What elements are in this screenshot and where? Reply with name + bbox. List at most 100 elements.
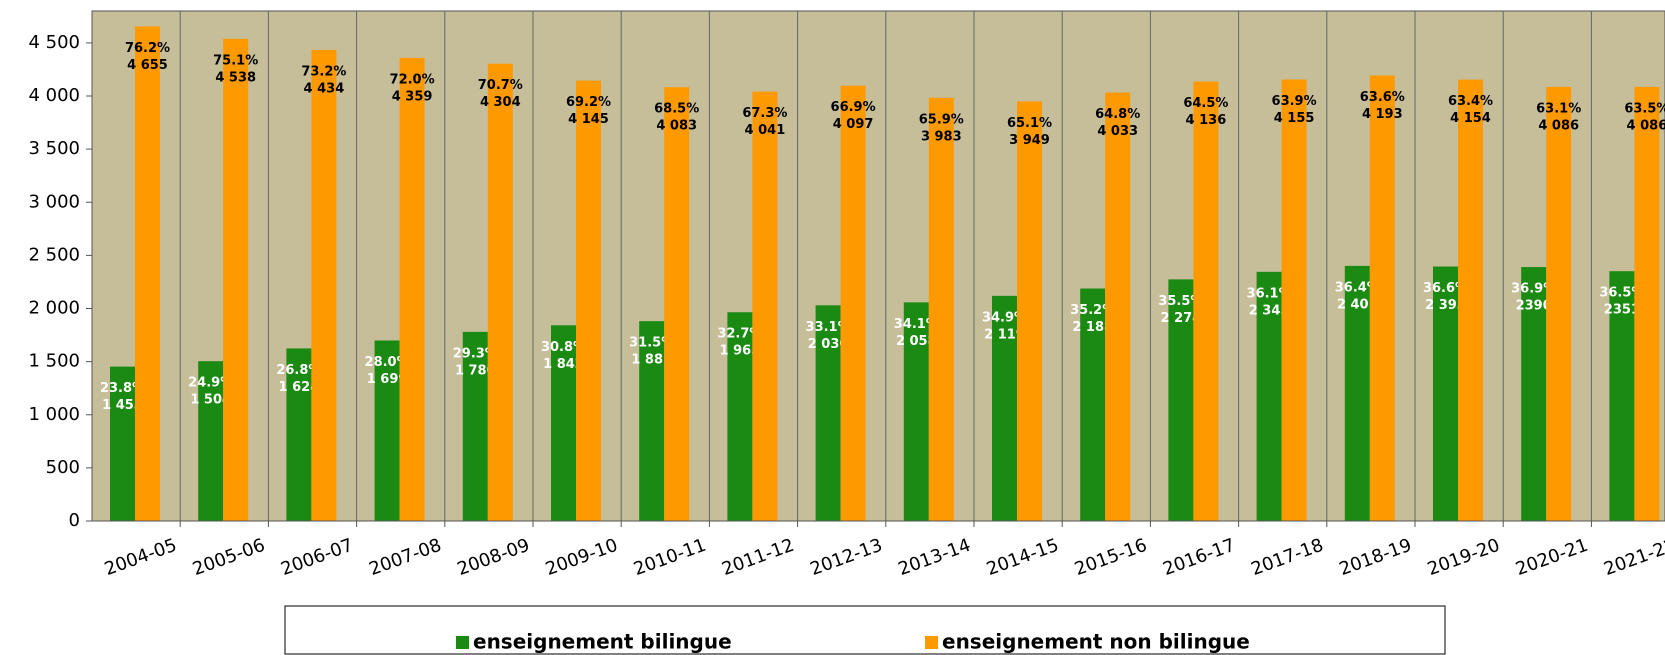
bar: [928, 97, 954, 522]
bar: [551, 325, 576, 521]
x-tick-label: 2006-07: [278, 535, 356, 580]
value-label: 2390: [1516, 299, 1552, 314]
percent-label: 63.1%: [1536, 101, 1581, 116]
bar: [1080, 288, 1106, 521]
bar: [1458, 79, 1483, 521]
percent-label: 73.2%: [301, 64, 346, 79]
y-tick-label: 4 500: [28, 32, 80, 53]
bar: [639, 321, 665, 521]
bar: [727, 312, 753, 521]
value-label: 2 119: [984, 327, 1025, 342]
x-tick-label: 2005-06: [190, 535, 268, 580]
x-tick-label: 2013-14: [896, 535, 974, 580]
x-tick-label: 2008-09: [455, 535, 533, 580]
percent-label: 35.2%: [1070, 303, 1115, 318]
percent-label: 66.9%: [831, 100, 876, 115]
bar: [1521, 267, 1547, 521]
value-label: 1 699: [367, 372, 408, 387]
value-label: 2351: [1604, 303, 1640, 318]
percent-label: 34.9%: [982, 310, 1027, 325]
bar: [1344, 265, 1370, 521]
bar: [1105, 92, 1131, 522]
value-label: 4 136: [1186, 113, 1227, 128]
value-label: 3 949: [1009, 133, 1050, 148]
legend-swatch: [456, 636, 469, 649]
y-tick-label: 2 500: [28, 244, 80, 265]
percent-label: 64.5%: [1183, 96, 1228, 111]
bar: [198, 361, 224, 521]
x-tick-label: 2021-22: [1601, 535, 1665, 580]
percent-label: 63.5%: [1624, 101, 1665, 116]
x-tick-label: 2015-16: [1072, 535, 1150, 580]
bar: [135, 26, 160, 521]
value-label: 4 655: [127, 58, 168, 73]
percent-label: 32.7%: [717, 327, 762, 342]
x-tick-label: 2018-19: [1337, 535, 1415, 580]
x-tick-label: 2012-13: [807, 535, 885, 580]
value-label: 4 086: [1627, 118, 1665, 133]
percent-label: 31.5%: [629, 336, 674, 351]
percent-label: 68.5%: [654, 102, 699, 117]
x-tick-label: 2017-18: [1248, 535, 1326, 580]
bar: [1017, 101, 1042, 521]
bar: [1193, 81, 1219, 522]
legend-swatch: [925, 636, 938, 649]
value-label: 4 304: [480, 95, 521, 110]
percent-label: 63.6%: [1360, 90, 1405, 105]
percent-label: 24.9%: [188, 376, 233, 391]
bar: [840, 85, 866, 521]
value-label: 4 097: [833, 117, 874, 132]
x-tick-label: 2016-17: [1160, 535, 1238, 580]
bar: [664, 87, 690, 522]
x-tick-label: 2007-08: [366, 535, 444, 580]
percent-label: 70.7%: [478, 78, 523, 93]
value-label: 2 401: [1337, 297, 1378, 312]
percent-label: 36.9%: [1511, 282, 1556, 297]
y-tick-label: 3 500: [28, 138, 80, 159]
value-label: 2 274: [1161, 311, 1202, 326]
value-label: 4 145: [568, 112, 609, 127]
bar: [110, 366, 135, 521]
percent-label: 72.0%: [390, 72, 435, 87]
percent-label: 65.1%: [1007, 116, 1052, 131]
bar: [815, 305, 841, 521]
bar: [1369, 75, 1395, 522]
percent-label: 76.2%: [125, 41, 170, 56]
value-label: 1 624: [279, 380, 320, 395]
bar: [462, 331, 488, 521]
bar: [1634, 86, 1660, 522]
percent-label: 36.1%: [1247, 286, 1292, 301]
percent-label: 65.9%: [919, 112, 964, 127]
percent-label: 23.8%: [100, 381, 145, 396]
legend-label: enseignement bilingue: [473, 630, 732, 654]
value-label: 2 395: [1425, 298, 1466, 313]
bar: [992, 295, 1017, 521]
percent-label: 67.3%: [742, 106, 787, 121]
bar: [311, 49, 337, 521]
x-tick-label: 2009-10: [543, 535, 621, 580]
x-tick-label: 2004-05: [102, 535, 180, 580]
x-tick-label: 2011-12: [719, 535, 797, 580]
percent-label: 36.6%: [1423, 281, 1468, 296]
value-label: 2 058: [896, 334, 937, 349]
x-tick-label: 2019-20: [1425, 535, 1503, 580]
bar: [487, 63, 513, 521]
bar: [1168, 279, 1194, 521]
percent-label: 69.2%: [566, 95, 611, 110]
y-tick-label: 3 000: [28, 191, 80, 212]
legend: [284, 605, 1446, 655]
percent-label: 36.4%: [1335, 280, 1380, 295]
percent-label: 36.5%: [1599, 286, 1644, 301]
x-tick-label: 2010-11: [631, 535, 709, 580]
legend-label: enseignement non bilingue: [942, 630, 1250, 654]
value-label: 4 086: [1538, 118, 1579, 133]
value-label: 1 881: [631, 353, 672, 368]
percent-label: 35.5%: [1158, 294, 1203, 309]
value-label: 4 041: [745, 123, 786, 138]
y-tick-label: 2 000: [28, 298, 80, 319]
value-label: 1 965: [720, 344, 761, 359]
value-label: 1 842: [543, 357, 584, 372]
bar: [752, 91, 778, 522]
y-tick-label: 500: [46, 457, 80, 478]
bar: [1433, 266, 1458, 521]
